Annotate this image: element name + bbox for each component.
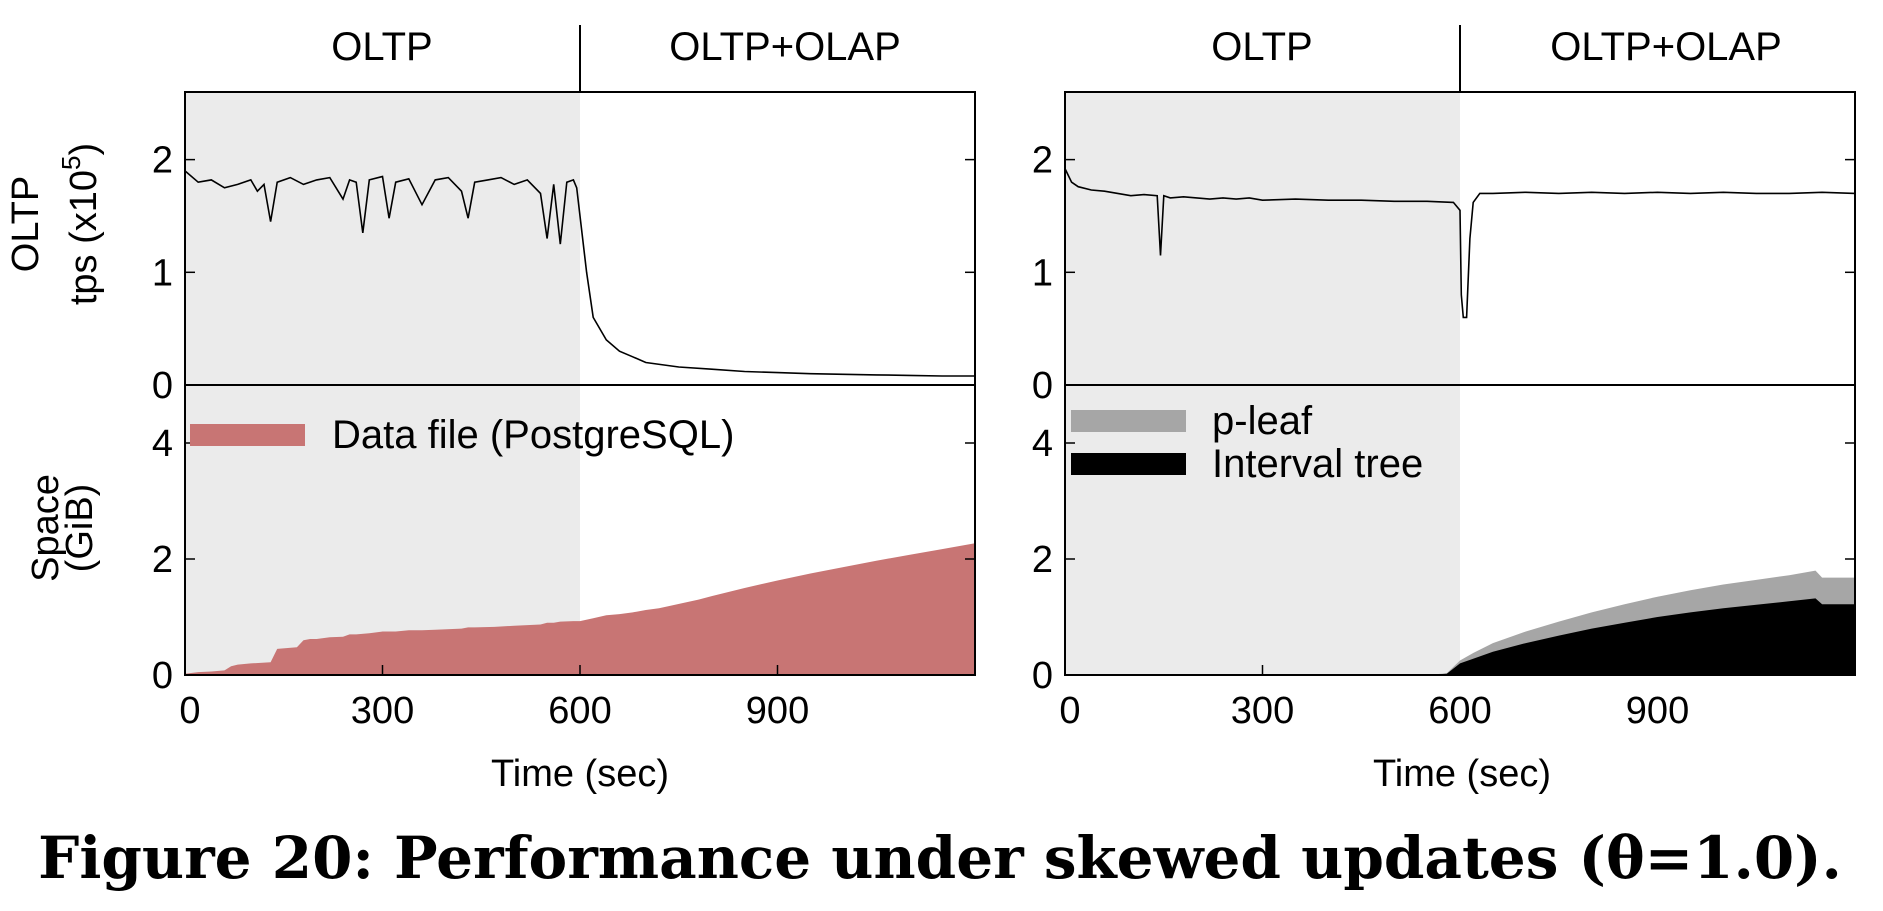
right-x-axis-title: Time (sec) [1373, 753, 1551, 795]
left-xtick-label: 300 [351, 690, 414, 732]
left-bot-ytick-label: 4 [152, 423, 173, 465]
legend-label-interval-tree: Interval tree [1212, 442, 1423, 486]
right-top-oltp-shade [1065, 92, 1460, 385]
legend-swatch-p-leaf [1071, 410, 1186, 432]
right-tps-line [1064, 168, 1856, 319]
tps-axis-title-line2: tps (x105) [56, 143, 105, 305]
legend-swatch-data-file [190, 424, 305, 446]
left-bot-frame [184, 384, 976, 676]
right-xtick-label: 300 [1231, 690, 1294, 732]
right-xtick-label: 900 [1626, 690, 1689, 732]
right-top-ytick-label: 2 [1032, 140, 1053, 182]
legend-label-data-file: Data file (PostgreSQL) [332, 413, 734, 457]
space-axis-title: Space (GiB) [25, 474, 101, 582]
left-top-oltp-shade [185, 92, 580, 385]
legend-swatch-interval-tree [1071, 453, 1186, 475]
left-tps-line [184, 170, 975, 377]
right-top-ytick-label: 0 [1032, 365, 1053, 407]
tps-axis-title: OLTP tps (x105) [5, 143, 105, 305]
right-interval-tree-area [1065, 598, 1855, 675]
right-phase-oltp-label: OLTP [1211, 25, 1313, 69]
tps-axis-title-line1: OLTP [5, 176, 47, 272]
left-x-axis-title: Time (sec) [491, 753, 669, 795]
right-bot-ytick-label: 2 [1032, 539, 1053, 581]
right-bot-frame [1064, 384, 1856, 676]
right-top-ytick-label: 1 [1032, 252, 1053, 294]
space-axis-title-line2: (GiB) [59, 484, 101, 573]
left-bot-ytick-label: 2 [152, 539, 173, 581]
left-top-ytick-label: 0 [152, 365, 173, 407]
right-xtick-label: 600 [1428, 690, 1491, 732]
right-bot-ytick-label: 0 [1032, 655, 1053, 697]
right-phase-olap-label: OLTP+OLAP [1550, 25, 1782, 69]
left-top-ytick-label: 1 [152, 252, 173, 294]
left-xtick-label: 600 [548, 690, 611, 732]
left-phase-oltp-label: OLTP [331, 25, 433, 69]
space-axis-title-line1: Space [25, 474, 67, 582]
left-phase-olap-label: OLTP+OLAP [669, 25, 901, 69]
left-bot-ytick-label: 0 [152, 655, 173, 697]
figure-caption: Figure 20: Performance under skewed upda… [38, 824, 1842, 892]
right-bot-ytick-label: 4 [1032, 423, 1053, 465]
legend-label-p-leaf: p-leaf [1212, 399, 1313, 443]
right-bot-oltp-shade [1065, 385, 1460, 675]
left-xtick-label: 900 [746, 690, 809, 732]
left-xtick-label: 0 [179, 690, 200, 732]
right-xtick-label: 0 [1059, 690, 1080, 732]
left-top-ytick-label: 2 [152, 140, 173, 182]
left-data-file-area [185, 543, 975, 675]
